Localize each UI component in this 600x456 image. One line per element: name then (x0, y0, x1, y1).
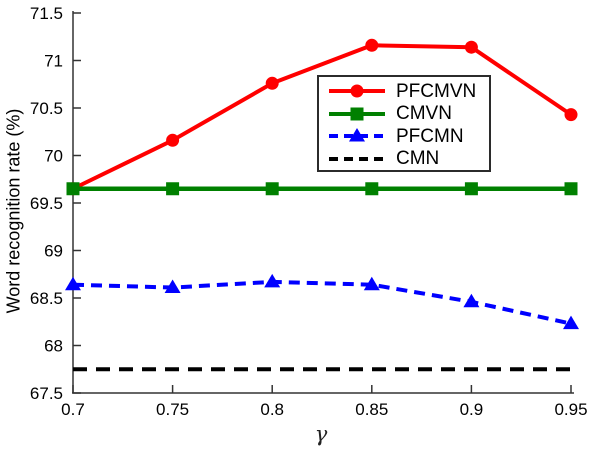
circle-marker-pfcmvn (365, 38, 379, 52)
x-tick-label: 0.75 (156, 400, 189, 419)
square-marker-cmvn (66, 182, 80, 196)
triangle-marker-pfcmn (264, 273, 281, 288)
x-tick-label: 0.95 (554, 400, 587, 419)
triangle-icon (349, 128, 365, 142)
y-tick-label: 71.5 (30, 4, 63, 23)
y-tick-label: 68 (44, 337, 63, 356)
axes (72, 11, 574, 394)
x-tick-label: 0.85 (355, 400, 388, 419)
circle-marker-pfcmvn (166, 133, 180, 147)
legend-item-cmvn: CMVN (327, 103, 489, 126)
legend-line-sample (329, 156, 385, 161)
legend: PFCMVN CMVN PFCMN CMN (317, 75, 491, 172)
y-tick-label: 69.5 (30, 194, 63, 213)
legend-line-sample (329, 107, 385, 121)
y-tick-label: 69 (44, 242, 63, 261)
circle-marker-pfcmvn (564, 108, 578, 122)
y-tick-label: 70.5 (30, 99, 63, 118)
square-marker-cmvn (564, 182, 578, 196)
tick-labels: 67.5 68 68.5 69 69.5 70 70.5 71 71.5 0.7 0.75 0.8 0.… (30, 4, 588, 419)
y-tick-label: 70 (44, 147, 63, 166)
x-tick-label: 0.8 (260, 400, 284, 419)
circle-marker-pfcmvn (464, 40, 478, 54)
y-tick-label: 71 (44, 52, 63, 71)
legend-label: PFCMN (396, 125, 464, 147)
x-axis-label: γ (314, 422, 328, 446)
legend-label: PFCMVN (396, 80, 477, 102)
triangle-marker-pfcmn (563, 315, 579, 330)
series-line-pfcmn (72, 279, 572, 326)
circle-icon (350, 84, 364, 98)
legend-item-cmn: CMN (327, 148, 489, 171)
legend-item-pfcmn: PFCMN (327, 125, 489, 148)
triangle-marker-pfcmn (463, 293, 480, 308)
triangle-marker-pfcmn (65, 276, 81, 291)
y-axis-label: Word recognition rate (%) (3, 108, 24, 314)
legend-item-pfcmvn: PFCMVN (327, 80, 489, 103)
square-marker-cmvn (265, 182, 279, 196)
legend-line-sample (329, 84, 385, 98)
square-marker-cmvn (365, 182, 379, 196)
legend-label: CMN (396, 148, 440, 170)
x-tick-label: 0.7 (61, 400, 85, 419)
square-marker-cmvn (166, 182, 180, 196)
series-layer (65, 38, 579, 372)
y-tick-label: 68.5 (30, 289, 63, 308)
square-marker-cmvn (464, 182, 478, 196)
legend-line-sample (329, 128, 385, 142)
legend-label: CMVN (396, 103, 452, 125)
y-tick-label: 67.5 (30, 384, 63, 403)
series-line-pfcmvn (72, 43, 573, 191)
triangle-marker-pfcmn (164, 279, 181, 294)
triangle-marker-pfcmn (363, 276, 380, 291)
circle-marker-pfcmvn (265, 76, 279, 90)
x-tick-label: 0.9 (460, 400, 484, 419)
square-icon (350, 107, 364, 121)
